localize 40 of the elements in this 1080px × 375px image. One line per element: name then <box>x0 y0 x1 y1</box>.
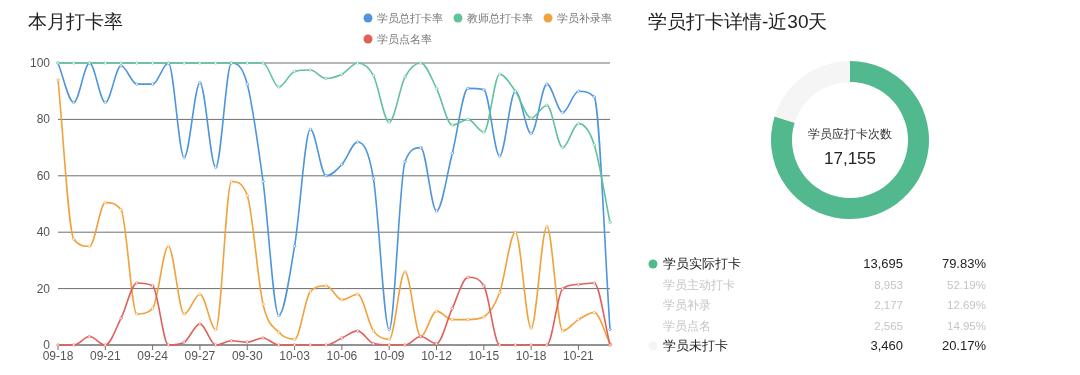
legend-label: 学员实际打卡 <box>663 256 741 271</box>
text: 20.17% <box>941 338 987 353</box>
text: 2,177 <box>874 299 903 311</box>
legend-label: 学员总打卡率 <box>377 12 443 24</box>
data-label: 13,695 <box>863 256 903 271</box>
x-tick-label: 10-15 <box>468 349 500 363</box>
y-tick-label: 60 <box>36 168 51 183</box>
donut-slice <box>771 61 929 219</box>
y-tick-label: 80 <box>36 112 51 127</box>
x-tick-label: 09-30 <box>231 349 263 363</box>
x-tick-label: 09-24 <box>137 349 169 363</box>
data-label: 3,460 <box>870 338 903 353</box>
title: 学员打卡详情-近30天 <box>648 11 828 32</box>
x-tick-label: 09-27 <box>184 349 216 363</box>
x-tick-label: 10-12 <box>421 349 453 363</box>
text: 52.19% <box>946 278 986 291</box>
legend-label: 教师总打卡率 <box>467 12 533 24</box>
x-tick-label: 09-21 <box>89 349 121 363</box>
legend-label: 学员未打卡 <box>663 338 728 353</box>
y-tick-label: 40 <box>36 225 51 240</box>
x-tick-label: 09-18 <box>42 349 74 363</box>
text: 14.95% <box>946 319 986 332</box>
text: 2,565 <box>874 319 903 332</box>
legend-label: 学员补录率 <box>557 12 612 24</box>
donut-slice <box>774 61 850 123</box>
y-tick-label: 20 <box>36 281 51 296</box>
x-tick-label: 10-18 <box>515 349 547 363</box>
text: 17,155 <box>824 149 876 168</box>
legend-label: 学员点名率 <box>377 33 432 45</box>
title: 本月打卡率 <box>28 11 123 32</box>
y-tick-label: 0 <box>43 338 51 352</box>
text: 学员应打卡次数 <box>808 127 892 140</box>
y-tick-label: 100 <box>29 56 51 70</box>
x-tick-label: 10-21 <box>563 349 595 363</box>
text: 79.83% <box>941 256 987 271</box>
x-tick-label: 10-03 <box>279 349 311 363</box>
x-tick-label: 10-06 <box>326 349 358 363</box>
text: 12.69% <box>946 299 986 311</box>
text: 8,953 <box>874 278 903 291</box>
x-tick-label: 10-09 <box>373 349 405 363</box>
